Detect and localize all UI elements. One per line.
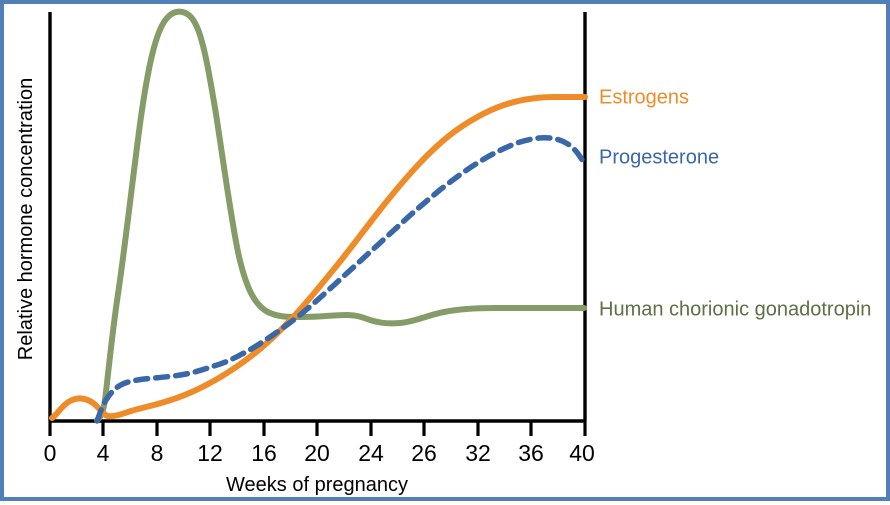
x-tick-label: 40 xyxy=(569,440,595,466)
x-axis-title: Weeks of pregnancy xyxy=(226,474,408,496)
y-axis-title: Relative hormone concentration xyxy=(15,78,37,360)
x-tick-labels: 0 4 8 12 16 20 24 26 32 36 40 xyxy=(44,440,595,466)
series-label-hcg: Human chorionic gonadotropin xyxy=(599,298,871,320)
series-line-hcg xyxy=(94,8,587,423)
series-label-estrogens: Estrogens xyxy=(599,86,689,108)
x-tick-label: 16 xyxy=(251,440,277,466)
x-tick-label: 0 xyxy=(44,440,57,466)
x-tick-label: 24 xyxy=(358,440,384,466)
x-tick-label: 20 xyxy=(304,440,330,466)
x-tick-label: 12 xyxy=(197,440,223,466)
x-tick-marks xyxy=(48,421,587,436)
x-tick-label: 8 xyxy=(151,440,164,466)
x-tick-label: 36 xyxy=(518,440,544,466)
series-line-progesterone xyxy=(94,135,587,424)
hormone-concentration-line-chart: 0 4 8 12 16 20 24 26 32 36 40 Weeks of p… xyxy=(15,8,871,496)
x-tick-label: 26 xyxy=(411,440,437,466)
x-tick-label: 4 xyxy=(97,440,110,466)
x-tick-label: 32 xyxy=(465,440,491,466)
series-label-progesterone: Progesterone xyxy=(599,146,719,168)
series-line-estrogens xyxy=(49,94,588,421)
